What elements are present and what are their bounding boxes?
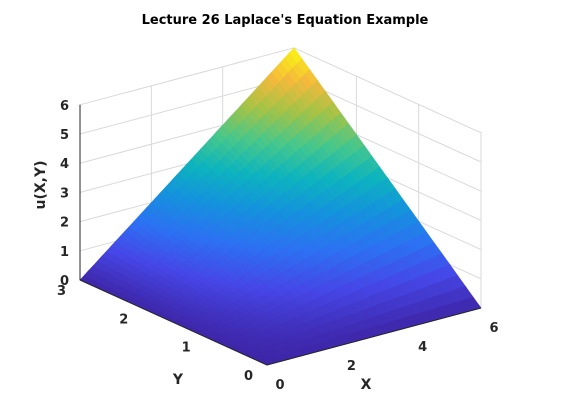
z-tick-label: 0 (60, 274, 69, 289)
axes (79, 104, 482, 366)
z-tick-label: 5 (60, 128, 69, 143)
z-tick-label: 2 (60, 216, 69, 231)
x-tick-label: 4 (418, 340, 427, 355)
y-axis-line (79, 279, 268, 366)
x-axis-label: X (361, 377, 372, 393)
y-axis-label: Y (172, 372, 184, 388)
z-axis-label: u(X,Y) (33, 160, 49, 209)
z-tick-label: 3 (60, 186, 69, 201)
z-tick-label: 6 (60, 99, 69, 114)
z-tick-label: 4 (60, 157, 69, 172)
x-axis-line (266, 307, 482, 366)
y-tick-label: 2 (119, 312, 128, 327)
y-tick-label: 3 (57, 284, 66, 299)
surface (79, 47, 482, 366)
z-tick-label: 1 (60, 245, 69, 260)
y-tick-label: 0 (244, 369, 253, 384)
x-tick-label: 0 (275, 378, 284, 393)
y-tick-label: 1 (182, 341, 191, 356)
side-wall-grid-line (293, 47, 482, 134)
x-tick-label: 6 (489, 321, 498, 336)
back-wall-grid-line (79, 47, 295, 106)
chart-title: Lecture 26 Laplace's Equation Example (142, 13, 429, 28)
x-tick-label: 2 (347, 359, 356, 374)
